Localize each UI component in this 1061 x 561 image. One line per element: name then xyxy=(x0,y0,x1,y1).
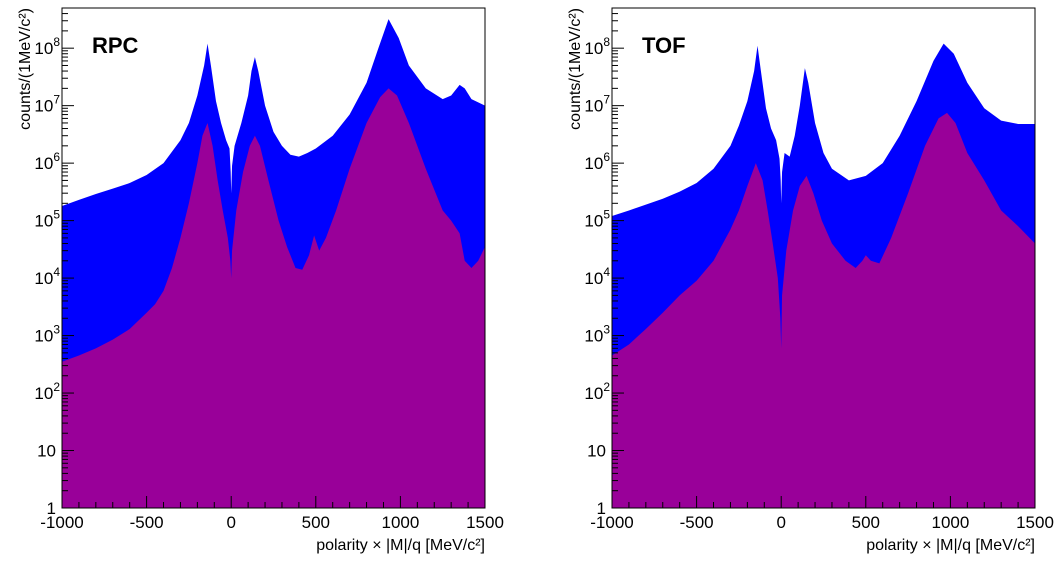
x-axis-title: polarity × |M|/q [MeV/c²] xyxy=(316,537,485,554)
x-tick-label: 0 xyxy=(226,513,235,532)
y-tick-label: 106 xyxy=(584,150,610,173)
x-tick-label: 1000 xyxy=(381,513,419,532)
y-axis-title: counts/(1MeV/c²) xyxy=(567,8,584,130)
y-tick-label: 103 xyxy=(584,323,610,346)
y-tick-label: 1 xyxy=(597,499,606,518)
x-tick-label: 500 xyxy=(852,513,880,532)
x-tick-label: 500 xyxy=(302,513,330,532)
x-tick-label: -1000 xyxy=(40,513,83,532)
y-tick-label: 10 xyxy=(37,442,56,461)
y-axis-title: counts/(1MeV/c²) xyxy=(17,8,34,130)
x-tick-label: 0 xyxy=(776,513,785,532)
y-tick-label: 107 xyxy=(584,93,610,116)
x-axis-title: polarity × |M|/q [MeV/c²] xyxy=(866,537,1035,554)
x-tick-label: 1500 xyxy=(466,513,504,532)
y-tick-label: 102 xyxy=(34,380,60,403)
x-tick-label: -500 xyxy=(130,513,164,532)
x-tick-label: -500 xyxy=(680,513,714,532)
y-tick-label: 10 xyxy=(587,442,606,461)
y-tick-label: 1 xyxy=(47,499,56,518)
y-tick-label: 107 xyxy=(34,93,60,116)
plot-frame xyxy=(61,7,486,509)
y-tick-label: 108 xyxy=(34,35,60,58)
series-area-1 xyxy=(612,112,1035,508)
panel-rpc: -1000 -500 0 500 1000 1500 1 10 102 103 104 105 106 1… xyxy=(17,7,504,554)
plot-frame xyxy=(611,7,1036,509)
panel-title: RPC xyxy=(92,33,139,58)
series-area-1 xyxy=(62,88,485,508)
y-tick-label: 105 xyxy=(34,208,60,231)
y-tick-label: 108 xyxy=(584,35,610,58)
y-tick-label: 104 xyxy=(34,265,60,288)
y-tick-label: 104 xyxy=(584,265,610,288)
y-tick-label: 105 xyxy=(584,208,610,231)
panel-tof: -1000 -500 0 500 1000 1500 1 10 102 103 104 105 106 1… xyxy=(567,7,1054,554)
y-tick-label: 106 xyxy=(34,150,60,173)
y-tick-label: 103 xyxy=(34,323,60,346)
panel-title: TOF xyxy=(642,33,686,58)
x-tick-label: 1000 xyxy=(931,513,969,532)
x-tick-label: -1000 xyxy=(590,513,633,532)
y-tick-label: 102 xyxy=(584,380,610,403)
x-tick-label: 1500 xyxy=(1016,513,1054,532)
